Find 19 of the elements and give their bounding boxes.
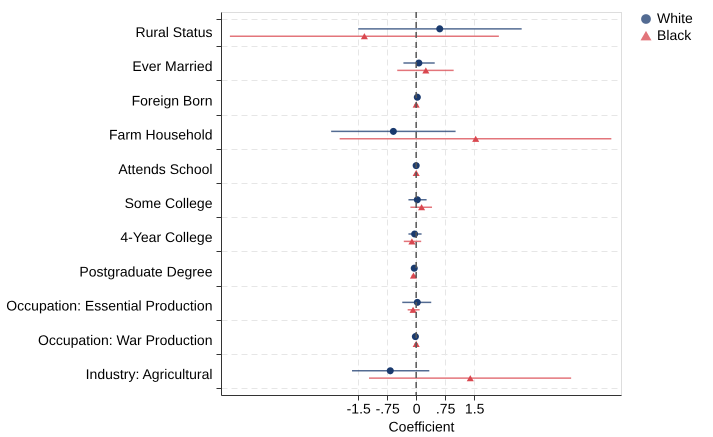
x-tick-label: .75 — [436, 400, 456, 416]
y-tick-label: Industry: Agricultural — [86, 366, 212, 382]
y-tick-label: Some College — [124, 195, 213, 211]
y-tick-label: Farm Household — [109, 126, 212, 143]
y-tick-label: Postgraduate Degree — [79, 263, 213, 280]
x-tick-label: -.75 — [376, 400, 400, 416]
y-tick-label: Rural Status — [135, 24, 212, 40]
x-tick-label: -1.5 — [346, 400, 371, 416]
legend-label: White — [657, 10, 693, 26]
y-tick-label: Attends School — [118, 160, 212, 177]
x-tick-label: 0 — [412, 400, 421, 416]
x-axis-title: Coefficient — [388, 418, 455, 434]
y-tick-label: Occupation: War Production — [38, 332, 212, 348]
legend-label: Black — [657, 27, 692, 43]
y-tick-label: Occupation: Essential Production — [6, 298, 212, 314]
y-tick-label: Foreign Born — [132, 92, 212, 108]
y-tick-label: Ever Married — [132, 58, 212, 74]
y-tick-label: 4-Year College — [120, 229, 213, 246]
x-tick-label: 1.5 — [464, 400, 485, 416]
